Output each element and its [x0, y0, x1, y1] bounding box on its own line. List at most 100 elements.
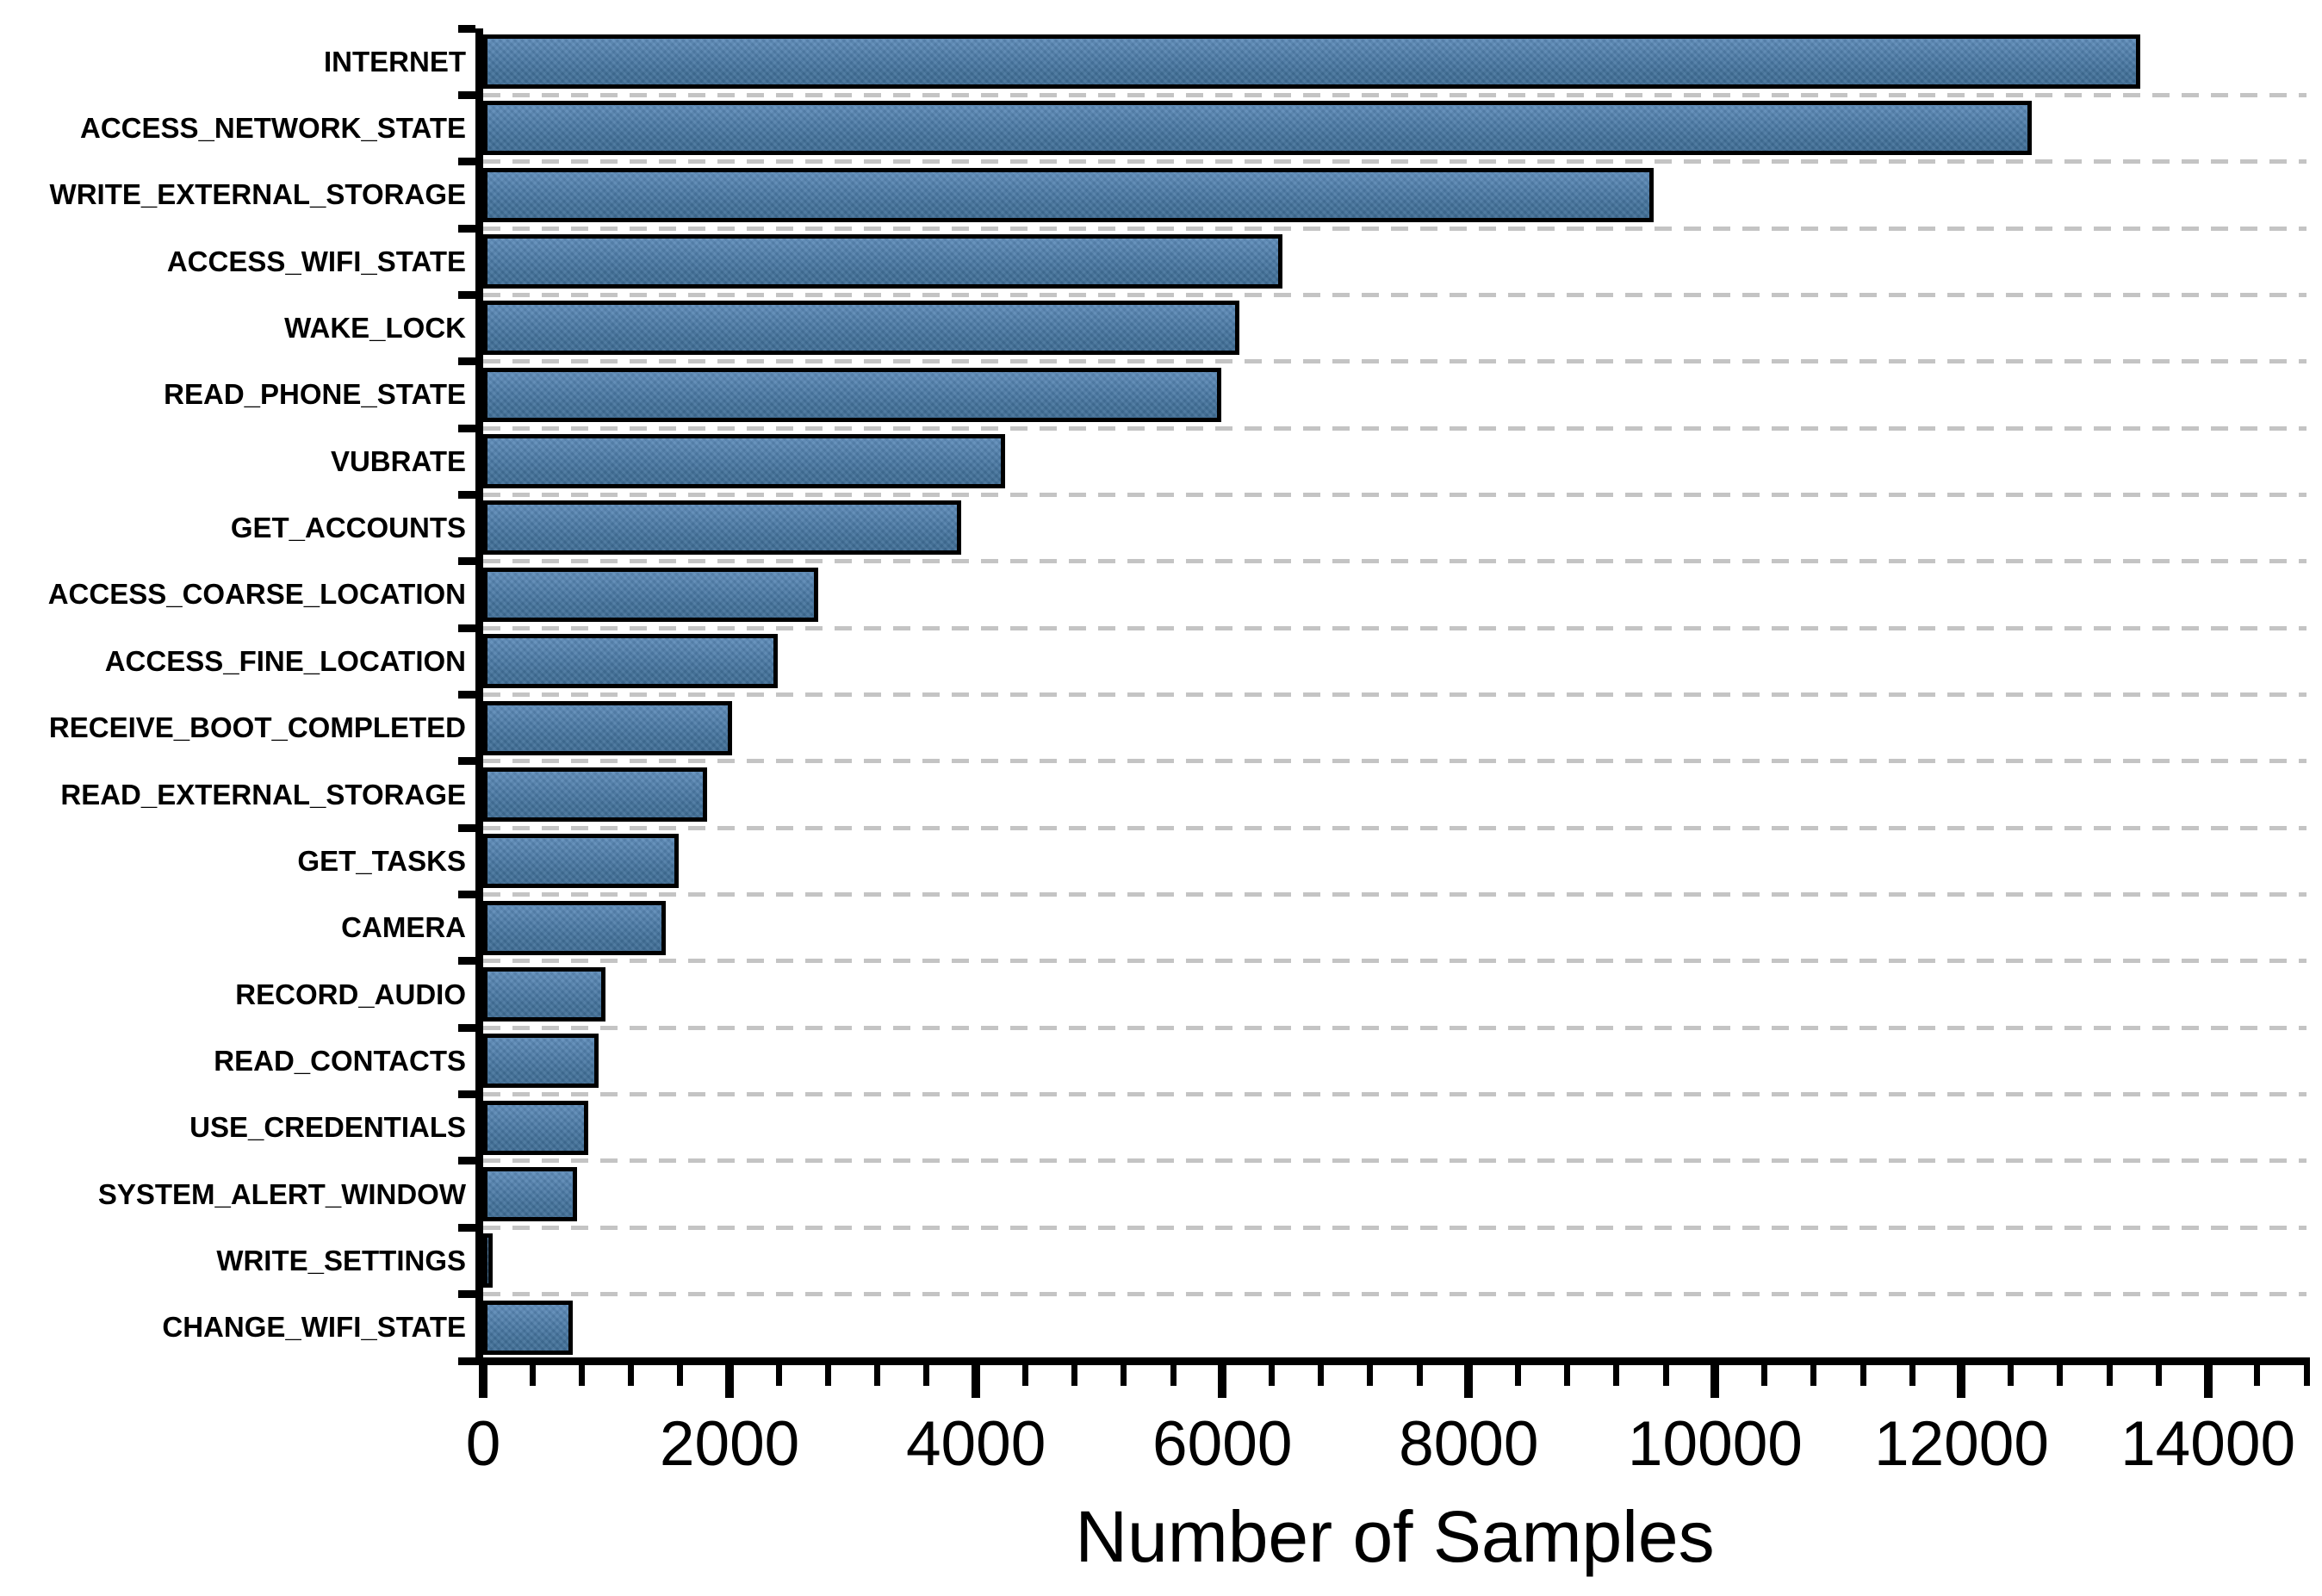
x-axis-major-tick	[2203, 1365, 2213, 1398]
gridline	[483, 1225, 2306, 1230]
bar-read_external_storage	[483, 767, 707, 822]
bar-receive_boot_completed	[483, 700, 732, 755]
x-axis-minor-tick	[1859, 1365, 1866, 1386]
y-axis-line	[475, 28, 483, 1365]
category-label: GET_ACCOUNTS	[230, 512, 466, 544]
x-axis-minor-tick	[677, 1365, 684, 1386]
x-axis-tick-label: 0	[465, 1409, 501, 1479]
category-label: ACCESS_FINE_LOCATION	[104, 644, 466, 677]
y-axis-tick	[458, 1223, 475, 1232]
bar-get_accounts	[483, 500, 961, 556]
x-axis-major-tick	[479, 1365, 487, 1398]
gridline	[483, 892, 2306, 897]
bar-access_coarse_location	[483, 567, 818, 622]
y-axis-tick	[458, 357, 475, 366]
x-axis-tick-label: 6000	[1152, 1409, 1293, 1479]
category-label: WRITE_SETTINGS	[216, 1244, 466, 1276]
x-axis-minor-tick	[1170, 1365, 1177, 1386]
x-axis-minor-tick	[1761, 1365, 1768, 1386]
y-axis-tick	[458, 24, 475, 33]
bar-get_tasks	[483, 834, 679, 889]
bar-internet	[483, 34, 2140, 89]
x-axis-minor-tick	[1909, 1365, 1915, 1386]
category-label: WAKE_LOCK	[284, 312, 466, 345]
bar-write_settings	[483, 1233, 493, 1289]
gridline	[483, 1292, 2306, 1297]
category-label: VUBRATE	[330, 444, 466, 477]
gridline	[483, 1158, 2306, 1164]
y-axis-tick	[458, 490, 475, 499]
y-axis-tick	[458, 1357, 475, 1365]
x-axis-minor-tick	[1268, 1365, 1275, 1386]
x-axis-tick-label: 12000	[1873, 1409, 2049, 1479]
gridline	[483, 825, 2306, 830]
bar-write_external_storage	[483, 167, 1654, 222]
x-axis-major-tick	[725, 1365, 735, 1398]
x-axis-tick-label: 4000	[905, 1409, 1046, 1479]
x-axis-tick-label: 2000	[659, 1409, 800, 1479]
category-label: ACCESS_COARSE_LOCATION	[47, 578, 466, 611]
x-axis-minor-tick	[825, 1365, 831, 1386]
category-label: RECORD_AUDIO	[235, 978, 466, 1010]
y-axis-tick	[458, 1090, 475, 1099]
category-label: ACCESS_NETWORK_STATE	[80, 112, 466, 145]
x-axis-minor-tick	[628, 1365, 635, 1386]
x-axis-minor-tick	[1121, 1365, 1127, 1386]
category-label: READ_PHONE_STATE	[164, 378, 466, 411]
x-axis-minor-tick	[1021, 1365, 1028, 1386]
gridline	[483, 692, 2306, 697]
x-axis-minor-tick	[2057, 1365, 2064, 1386]
gridline	[483, 425, 2306, 431]
category-label: INTERNET	[324, 45, 466, 78]
x-axis-title: Number of Samples	[1075, 1496, 1715, 1577]
bar-system_alert_window	[483, 1166, 577, 1221]
x-axis-minor-tick	[529, 1365, 536, 1386]
gridline	[483, 1092, 2306, 1097]
x-axis-minor-tick	[2155, 1365, 2162, 1386]
x-axis-minor-tick	[1515, 1365, 1522, 1386]
y-axis-tick	[458, 158, 475, 166]
y-axis-tick	[458, 90, 475, 99]
category-label: USE_CREDENTIALS	[189, 1111, 466, 1144]
x-axis-line	[475, 1357, 2310, 1365]
x-axis-minor-tick	[1613, 1365, 1620, 1386]
gridline	[483, 1025, 2306, 1030]
y-axis-tick	[458, 290, 475, 299]
category-label: SYSTEM_ALERT_WINDOW	[97, 1177, 466, 1210]
gridline	[483, 359, 2306, 364]
category-label: RECEIVE_BOOT_COMPLETED	[48, 711, 466, 744]
x-axis-major-tick	[972, 1365, 981, 1398]
bar-use_credentials	[483, 1100, 588, 1155]
category-label: ACCESS_WIFI_STATE	[166, 245, 466, 277]
gridline	[483, 492, 2306, 497]
y-axis-tick	[458, 757, 475, 766]
bar-camera	[483, 900, 666, 955]
x-axis-minor-tick	[1318, 1365, 1325, 1386]
x-axis-minor-tick	[874, 1365, 881, 1386]
bar-record_audio	[483, 966, 605, 1022]
category-label: GET_TASKS	[297, 844, 466, 877]
y-axis-tick	[458, 823, 475, 832]
x-axis-tick-label: 8000	[1399, 1409, 1539, 1479]
bar-vubrate	[483, 434, 1005, 489]
bar-change_wifi_state	[483, 1300, 573, 1355]
bar-wake_lock	[483, 301, 1239, 356]
y-axis-tick	[458, 1023, 475, 1032]
x-axis-minor-tick	[1071, 1365, 1078, 1386]
x-axis-minor-tick	[578, 1365, 585, 1386]
y-axis-tick	[458, 1290, 475, 1299]
x-axis-major-tick	[1710, 1365, 1720, 1398]
y-axis-tick	[458, 557, 475, 566]
x-axis-minor-tick	[1662, 1365, 1669, 1386]
x-axis-minor-tick	[923, 1365, 930, 1386]
x-axis-minor-tick	[1367, 1365, 1374, 1386]
bar-access_network_state	[483, 101, 2032, 156]
gridline	[483, 759, 2306, 764]
category-label: CAMERA	[341, 911, 466, 944]
y-axis-tick	[458, 1157, 475, 1165]
x-axis-minor-tick	[2106, 1365, 2113, 1386]
gridline	[483, 625, 2306, 630]
category-label: READ_EXTERNAL_STORAGE	[60, 778, 466, 810]
category-label: CHANGE_WIFI_STATE	[162, 1311, 466, 1344]
